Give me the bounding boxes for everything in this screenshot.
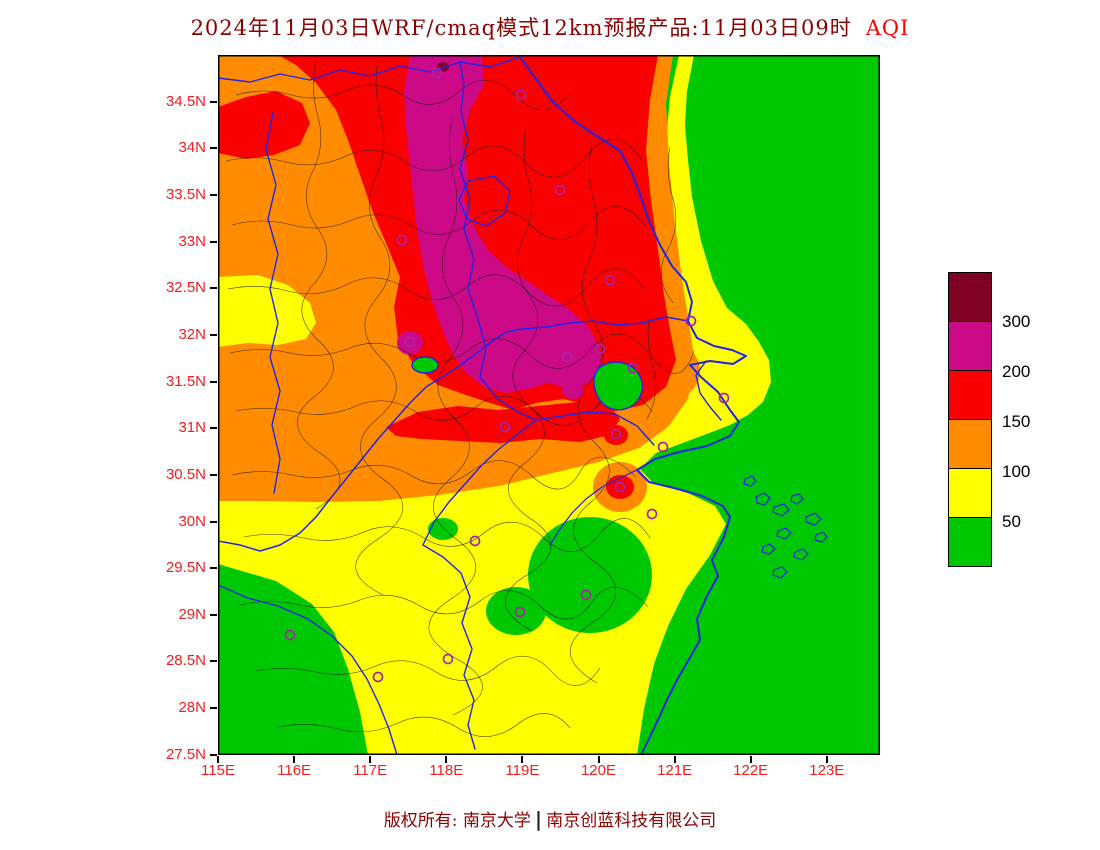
axis-tick — [217, 756, 219, 763]
legend-swatch-magenta — [948, 321, 992, 371]
lat-label: 27.5N — [165, 745, 206, 763]
lat-label: 33.5N — [165, 185, 206, 203]
city-markers — [284, 67, 730, 683]
lat-label: 32.5N — [165, 279, 206, 297]
lon-label: 115E — [201, 762, 235, 779]
axis-tick — [210, 147, 217, 150]
yangtze-river — [218, 316, 689, 552]
legend-swatch-orange — [948, 419, 992, 469]
axis-tick — [749, 756, 752, 763]
lat-label: 30.5N — [165, 465, 206, 483]
legend-value: 100 — [1002, 462, 1031, 481]
border-anhui-zhejiang — [422, 419, 537, 546]
axis-tick — [521, 756, 524, 763]
lat-label: 30N — [178, 512, 206, 530]
axis-tick — [210, 567, 217, 570]
lon-label: 121E — [657, 762, 693, 779]
title-aqi-label: AQI — [865, 16, 910, 40]
axis-tick — [210, 660, 217, 663]
field-yellow-tongue — [218, 275, 316, 347]
lat-label: 29N — [178, 605, 206, 623]
border-jiangsu-zhejiang — [535, 411, 655, 446]
axis-tick — [673, 756, 676, 763]
province-borders — [218, 56, 828, 755]
legend-swatch-green — [948, 517, 992, 567]
legend-value: 150 — [1002, 412, 1031, 431]
legend-swatch-red — [948, 370, 992, 420]
axis-tick — [210, 613, 217, 616]
copyright-right: 南京创蓝科技有限公司 — [546, 811, 717, 831]
border-shandong — [218, 56, 521, 83]
taihu-lake — [593, 361, 643, 411]
lon-label: 122E — [733, 762, 769, 779]
lon-label: 118E — [429, 762, 464, 779]
lat-label: 34N — [178, 139, 206, 157]
copyright-divider: | — [534, 807, 543, 831]
lat-label: 28.5N — [165, 652, 206, 670]
map-area — [218, 55, 880, 755]
title-main: 2024年11月03日WRF/cmaq模式12km预报产品:11月03日09时 — [190, 16, 852, 40]
map-frame — [218, 55, 880, 755]
axis-tick — [210, 287, 217, 290]
legend-swatch-maroon — [948, 272, 992, 322]
lat-label: 31.5N — [165, 372, 206, 390]
border-shanghai — [695, 360, 722, 421]
lon-label: 116E — [277, 762, 312, 779]
axis-tick — [210, 427, 217, 430]
forecast-map — [218, 55, 880, 755]
legend-swatch-yellow — [948, 468, 992, 518]
lat-label: 32N — [178, 325, 206, 343]
qiantang-river — [549, 469, 638, 546]
field-green-patch — [528, 517, 652, 633]
aqi-field — [218, 55, 880, 755]
lon-label: 123E — [809, 762, 845, 779]
lat-label: 31N — [178, 419, 206, 437]
copyright: 版权所有: 南京大学 | 南京创蓝科技有限公司 — [0, 806, 1100, 831]
axis-tick — [210, 193, 217, 196]
axis-tick — [597, 756, 600, 763]
axis-tick — [210, 520, 217, 523]
lat-label: 28N — [178, 699, 206, 717]
lat-label: 34.5N — [165, 92, 206, 110]
hongze-lake — [458, 175, 511, 227]
axis-tick — [210, 240, 217, 243]
axis-tick — [445, 756, 448, 763]
field-red-topleft — [218, 91, 310, 159]
field-green-patch — [428, 518, 458, 540]
axis-tick — [369, 756, 372, 763]
axis-tick — [293, 756, 296, 763]
aqi-legend — [948, 272, 992, 567]
border-jiangxi — [218, 584, 398, 755]
copyright-left: 版权所有: 南京大学 — [383, 811, 531, 831]
coastline — [519, 56, 747, 755]
axis-tick — [210, 473, 217, 476]
legend-value: 50 — [1002, 512, 1021, 531]
legend-value: 300 — [1002, 312, 1031, 331]
lat-label: 29.5N — [165, 559, 206, 577]
axis-tick — [210, 333, 217, 336]
axis-tick — [210, 100, 217, 103]
border-zhejiang-w — [422, 544, 476, 750]
axis-tick — [825, 756, 828, 763]
zhoushan-islands — [743, 475, 828, 579]
field-magenta-core — [404, 55, 602, 393]
lon-label: 119E — [505, 762, 540, 779]
lon-label: 117E — [353, 762, 388, 779]
legend-value: 200 — [1002, 362, 1031, 381]
page-title: 2024年11月03日WRF/cmaq模式12km预报产品:11月03日09时 A… — [0, 12, 1100, 42]
field-magenta-spot — [562, 383, 584, 399]
lat-label: 33N — [178, 232, 206, 250]
axis-tick — [210, 380, 217, 383]
border-henan-anhui — [265, 112, 281, 494]
field-magenta-spot — [397, 331, 423, 355]
axis-tick — [210, 753, 217, 756]
chaohu-lake — [411, 356, 439, 374]
field-red-spot — [604, 425, 628, 445]
border-jiangsu-anhui — [459, 61, 537, 421]
axis-tick — [210, 707, 217, 710]
lon-label: 120E — [580, 762, 617, 779]
